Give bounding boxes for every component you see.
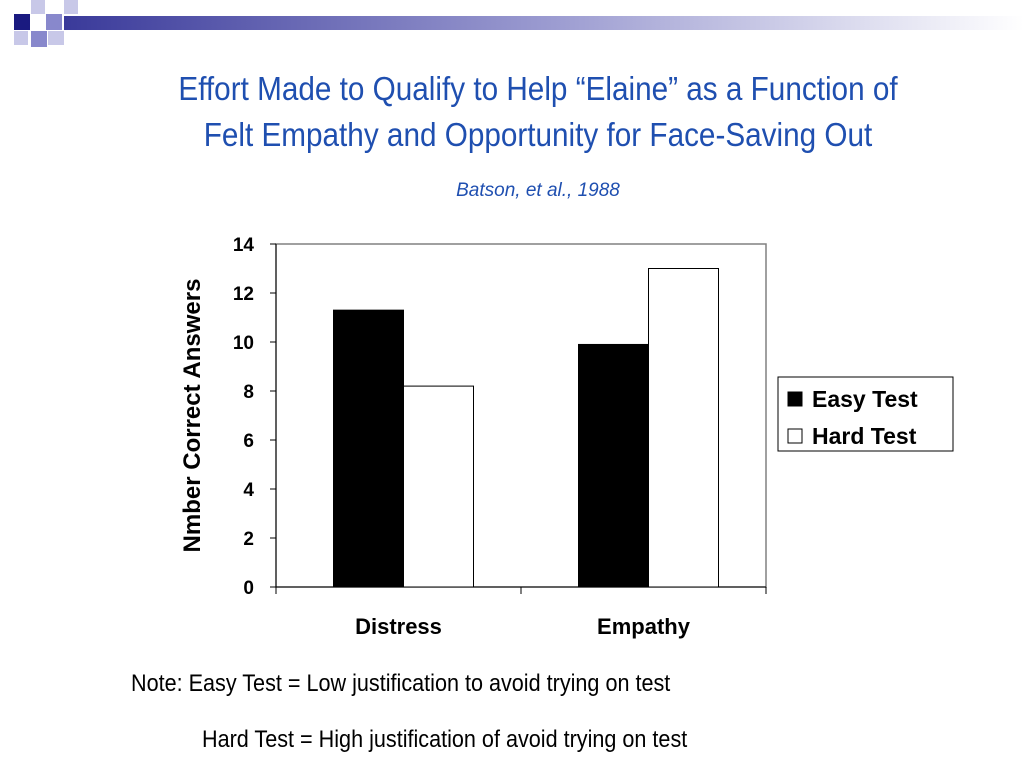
deco-square (46, 14, 62, 30)
note-line-1: Note: Easy Test = Low justification to a… (131, 670, 671, 697)
deco-square (14, 31, 28, 45)
y-tick-label: 4 (243, 480, 254, 501)
legend-swatch-hard-test (787, 428, 803, 444)
legend-label: Hard Test (812, 423, 917, 449)
y-tick-label: 14 (233, 235, 255, 256)
y-tick-label: 6 (243, 431, 254, 452)
deco-square (14, 14, 30, 30)
y-tick-label: 12 (233, 284, 254, 305)
slide-title: Effort Made to Qualify to Help “Elaine” … (144, 66, 932, 158)
legend (777, 376, 954, 452)
y-tick-label: 10 (233, 333, 254, 354)
bar-hard-test (648, 268, 719, 588)
legend-swatch-easy-test (787, 391, 803, 407)
slide-subtitle: Batson, et al., 1988 (456, 180, 620, 201)
bar-chart: 0 2 4 6 8 10 12 14 Nmber Correct Answers Distress… (179, 235, 954, 639)
y-tick-label: 8 (243, 382, 254, 403)
deco-square (64, 0, 78, 14)
legend-label: Easy Test (812, 386, 918, 412)
x-category-label: Distress (355, 614, 442, 639)
y-tick-label: 0 (243, 578, 254, 599)
note-line-2: Hard Test = High justification of avoid … (202, 726, 688, 753)
y-axis-label: Nmber Correct Answers (179, 279, 206, 553)
slide-title-line2: Felt Empathy and Opportunity for Face-Sa… (203, 116, 873, 153)
y-tick-label: 2 (243, 529, 254, 550)
x-category-label: Empathy (597, 614, 691, 639)
deco-square (31, 0, 45, 14)
deco-square (31, 31, 47, 47)
bar-easy-test (578, 343, 649, 588)
slide-decoration (14, 0, 1024, 47)
deco-square (48, 31, 64, 45)
deco-gradient-bar (64, 16, 1024, 30)
slide-title-line1: Effort Made to Qualify to Help “Elaine” … (178, 70, 898, 107)
bar-easy-test (333, 309, 404, 588)
bar-hard-test (403, 385, 474, 588)
